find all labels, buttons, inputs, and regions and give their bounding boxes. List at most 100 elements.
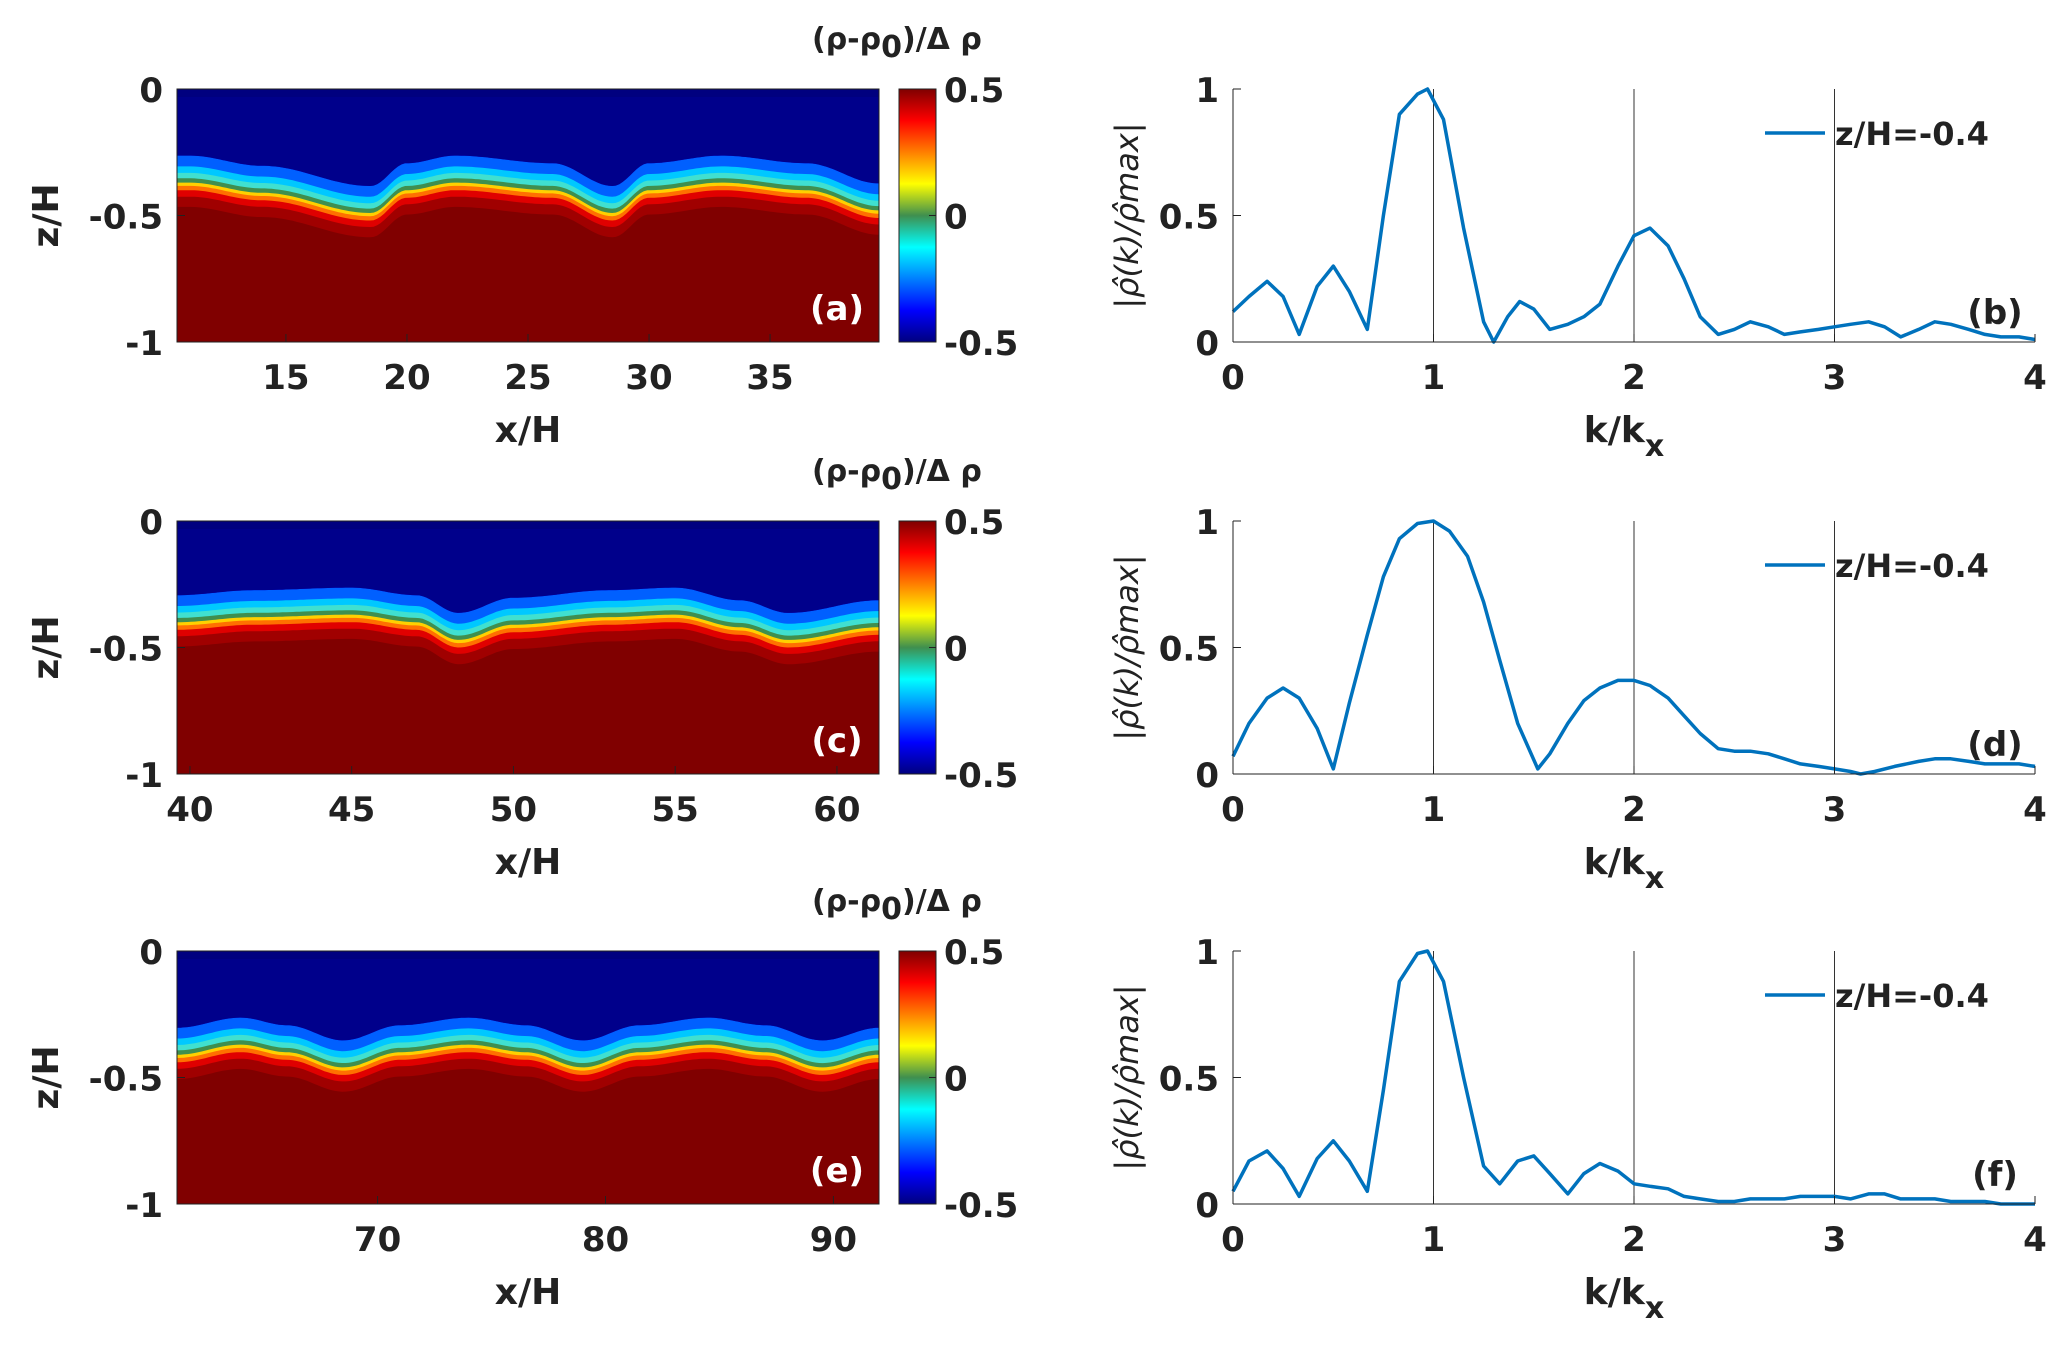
y-tick-label: 0.5 (1159, 630, 1219, 670)
panel-label: (f) (1972, 1155, 2018, 1195)
series-line (1231, 87, 2036, 344)
x-tick-label: 3 (1823, 1220, 1847, 1260)
spectrum-panel-f: 0 0.5 1 0 1 2 3 4 k/kx |ρ̂(k)/ρ̂max| z/H=-0.4 (f) (1108, 933, 2047, 1326)
series-line (1231, 519, 2036, 776)
x-tick-label: 30 (625, 358, 672, 398)
y-axis-label: z/H (26, 1045, 67, 1109)
field-panel-e: 0 -0.5 -1 70 80 90 x/H z/H (e) (26, 933, 880, 1313)
legend-label: z/H=-0.4 (1835, 547, 1989, 585)
y-tick-label: 0 (139, 503, 163, 543)
x-tick-label: 60 (813, 790, 860, 830)
y-axis-label: |ρ̂(k)/ρ̂max| (1108, 984, 1146, 1170)
x-axis-label: x/H (495, 842, 562, 883)
colorbar-tick-label: -0.5 (944, 756, 1018, 796)
colorbar-tick-label: -0.5 (944, 324, 1018, 364)
field-panel-c: 0 -0.5 -140 45 50 55 60 x/H z/H (c) (26, 503, 880, 883)
x-tick-label: 50 (490, 790, 537, 830)
series-line (1231, 949, 2035, 1206)
x-tick-label: 90 (810, 1220, 857, 1260)
x-axis-label: x/H (495, 1272, 562, 1313)
colorbar-tick-label: -0.5 (944, 1186, 1018, 1226)
top-edge-shade (177, 521, 879, 529)
y-tick-label: 0 (139, 933, 163, 973)
y-axis-label: |ρ̂(k)/ρ̂max| (1108, 554, 1146, 740)
x-tick-label: 15 (262, 358, 309, 398)
x-tick-label: 1 (1422, 790, 1446, 830)
y-tick-label: 0 (1195, 1186, 1219, 1226)
spectrum-chart-b: 0 0.5 1 0 1 2 3 4 k/kx |ρ̂(k)/ρ̂max| z/H=-0.4 (b) (1108, 71, 2047, 464)
x-tick-label: 40 (166, 790, 213, 830)
spectrum-panel-d: 0 0.5 1 0 1 2 3 4 k/kx |ρ̂(k)/ρ̂max| z/H=-0.4 (d) (1108, 503, 2047, 896)
y-axis-label: |ρ̂(k)/ρ̂max| (1108, 122, 1146, 308)
x-tick-label: 1 (1422, 1220, 1446, 1260)
x-tick-label: 2 (1622, 790, 1646, 830)
colorbar-title: (ρ-ρ0)/Δ ρ (812, 884, 982, 927)
colorbar-tick-label: 0.5 (944, 933, 1004, 973)
x-tick-label: 70 (354, 1220, 401, 1260)
y-axis-label: z/H (26, 183, 67, 247)
x-tick-label: 4 (2023, 790, 2047, 830)
y-tick-label: 0 (1195, 756, 1219, 796)
spectrum-chart-f: 0 0.5 1 0 1 2 3 4 k/kx |ρ̂(k)/ρ̂max| z/H=-0.4 (f) (1108, 933, 2047, 1326)
density-field-c: 0 -0.5 -140 45 50 55 60 x/H z/H (c) (26, 503, 880, 883)
x-tick-label: 35 (746, 358, 793, 398)
x-tick-label: 2 (1622, 1220, 1646, 1260)
y-tick-label: 1 (1195, 71, 1219, 111)
density-field-a: 0 -0.5 -1 15 20 25 30 35 x/H z/H (a) (26, 71, 880, 451)
y-tick-label: -1 (125, 1186, 163, 1226)
y-tick-label: 1 (1195, 933, 1219, 973)
y-tick-label: -0.5 (89, 630, 163, 670)
colorbar-e: 0.5 0 -0.5 (ρ-ρ0)/Δ ρ (812, 884, 1018, 1226)
colorbar-title: (ρ-ρ0)/Δ ρ (812, 22, 982, 65)
spectrum-chart-d: 0 0.5 1 0 1 2 3 4 k/kx |ρ̂(k)/ρ̂max| z/H=-0.4 (d) (1108, 503, 2047, 896)
spectrum-panel-b: 0 0.5 1 0 1 2 3 4 k/kx |ρ̂(k)/ρ̂max| z/H=-0.4 (b) (1108, 71, 2047, 464)
x-tick-label: 3 (1823, 358, 1847, 398)
x-tick-label: 4 (2023, 358, 2047, 398)
colorbar-title: (ρ-ρ0)/Δ ρ (812, 454, 982, 497)
panel-label: (c) (811, 721, 862, 761)
legend-label: z/H=-0.4 (1835, 115, 1989, 153)
colorbar-tick-label: 0 (944, 1060, 968, 1100)
y-tick-label: 0.5 (1159, 198, 1219, 238)
upper-fluid-region (177, 521, 879, 613)
y-tick-label: 0 (139, 71, 163, 111)
x-axis-label: x/H (495, 410, 562, 451)
x-tick-label: 0 (1221, 790, 1245, 830)
top-edge-shade (177, 89, 879, 97)
x-tick-label: 55 (652, 790, 699, 830)
y-tick-label: -1 (125, 756, 163, 796)
colorbar-c: 0.5 0 -0.5 (ρ-ρ0)/Δ ρ (812, 454, 1018, 796)
x-axis-label: k/kx (1584, 410, 1664, 464)
colorbar-a: 0.5 0 -0.5 (ρ-ρ0)/Δ ρ (812, 22, 1018, 364)
x-tick-label: 20 (383, 358, 430, 398)
x-tick-label: 1 (1422, 358, 1446, 398)
upper-fluid-region (177, 89, 879, 186)
top-edge-shade (177, 951, 879, 959)
y-tick-label: -0.5 (89, 198, 163, 238)
y-axis-label: z/H (26, 615, 67, 679)
y-tick-label: -1 (125, 324, 163, 364)
x-tick-label: 45 (328, 790, 375, 830)
x-tick-label: 3 (1823, 790, 1847, 830)
x-axis-label: k/kx (1584, 1272, 1664, 1326)
x-tick-label: 0 (1221, 1220, 1245, 1260)
y-tick-label: 0.5 (1159, 1060, 1219, 1100)
panel-label: (d) (1967, 725, 2022, 765)
colorbar-tick-label: 0.5 (944, 503, 1004, 543)
panel-label: (b) (1967, 293, 2022, 333)
colorbar-tick-label: 0.5 (944, 71, 1004, 111)
x-tick-label: 4 (2023, 1220, 2047, 1260)
y-tick-label: 0 (1195, 324, 1219, 364)
y-tick-label: -0.5 (89, 1060, 163, 1100)
y-tick-label: 1 (1195, 503, 1219, 543)
x-tick-label: 0 (1221, 358, 1245, 398)
x-axis-label: k/kx (1584, 842, 1664, 896)
x-tick-label: 2 (1622, 358, 1646, 398)
panel-label: (e) (810, 1151, 864, 1191)
density-field-e: 0 -0.5 -1 70 80 90 x/H z/H (e) (26, 933, 880, 1313)
colorbar-tick-label: 0 (944, 630, 968, 670)
legend-label: z/H=-0.4 (1835, 977, 1989, 1015)
upper-fluid-region (177, 951, 879, 1041)
x-tick-label: 25 (504, 358, 551, 398)
